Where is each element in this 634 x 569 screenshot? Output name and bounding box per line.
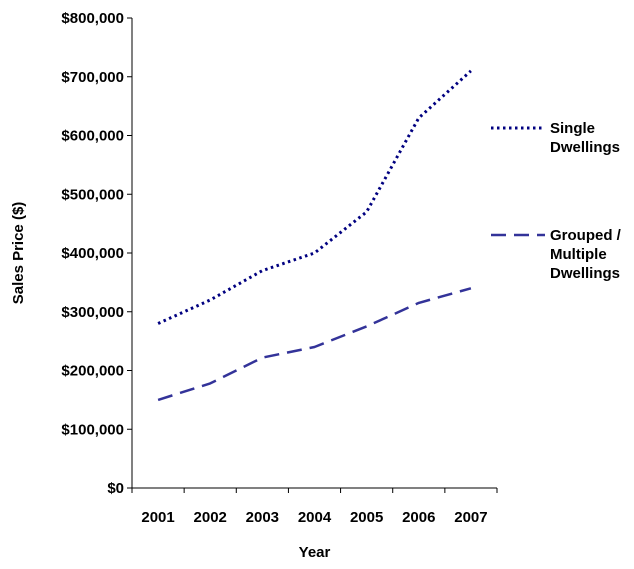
y-tick-label: $200,000	[61, 363, 124, 380]
y-tick-label: $700,000	[61, 69, 124, 86]
x-tick-label: 2002	[194, 509, 227, 526]
axis-labels: Year Sales Price ($)	[10, 202, 331, 561]
legend: Single Dwellings Grouped / Multiple Dwelling…	[491, 120, 622, 282]
x-tick-label: 2007	[454, 509, 487, 526]
y-tick-label: $800,000	[61, 10, 124, 27]
x-tick-label: 2004	[298, 509, 332, 526]
axes: $0 $100,000 $200,000 $300,000 $400,000 $500,0…	[61, 10, 498, 526]
x-tick-label: 2001	[141, 509, 174, 526]
y-tick-label: $300,000	[61, 304, 124, 321]
y-tick-label: $600,000	[61, 128, 124, 145]
y-axis-title: Sales Price ($)	[10, 202, 27, 305]
y-tick-label: $100,000	[61, 421, 124, 438]
x-axis-title: Year	[299, 544, 331, 561]
series-lines	[157, 69, 472, 402]
x-tick-label: 2005	[350, 509, 383, 526]
series-line-2	[157, 287, 472, 402]
legend-label-1: Single Dwellings	[550, 120, 620, 156]
x-tick-label: 2006	[402, 509, 435, 526]
legend-label-2: Grouped / Multiple Dwellings	[550, 227, 622, 282]
y-tick-label: $400,000	[61, 245, 124, 262]
y-tick-label: $500,000	[61, 186, 124, 203]
series-line-1	[157, 69, 472, 325]
x-tick-label: 2003	[246, 509, 279, 526]
y-tick-label: $0	[107, 480, 124, 497]
